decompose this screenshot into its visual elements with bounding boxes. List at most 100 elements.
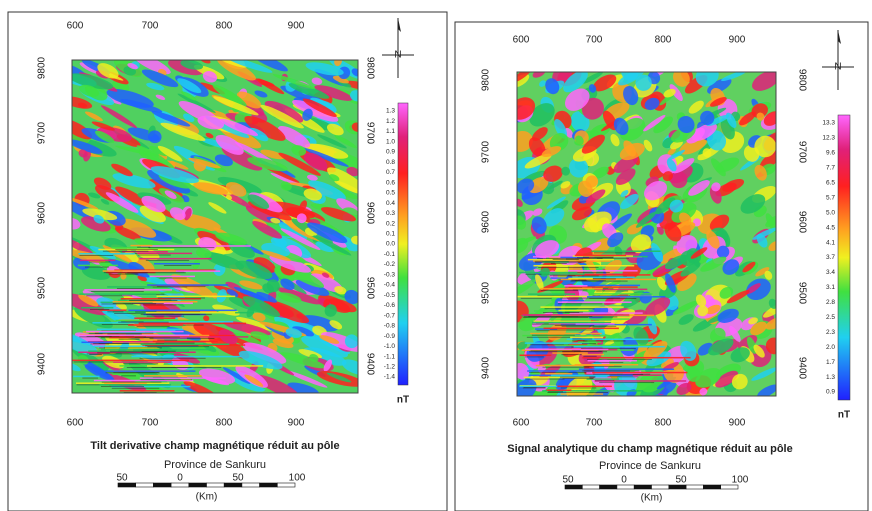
streak <box>596 291 628 292</box>
bottom-tick-label: 700 <box>142 418 159 429</box>
streak <box>112 388 160 389</box>
streak <box>542 367 589 368</box>
right-tick-label: 9600 <box>796 211 807 234</box>
streak <box>158 298 205 299</box>
colorbar-label: 4.1 <box>826 239 835 246</box>
colorbar-label: 7.7 <box>826 165 835 172</box>
streak <box>582 357 690 359</box>
streak <box>568 278 593 280</box>
colorbar-label: -0.2 <box>384 261 396 268</box>
colorbar-label: 0.0 <box>386 241 395 248</box>
streak <box>562 326 617 327</box>
top-tick-label: 700 <box>586 35 603 46</box>
colorbar-label: -0.5 <box>384 292 396 299</box>
colorbar-label: -1.1 <box>384 353 396 360</box>
streak <box>570 281 627 282</box>
scale-label: 50 <box>675 475 687 486</box>
streak <box>147 346 209 347</box>
streak <box>547 389 572 391</box>
streak <box>564 345 653 347</box>
scale-unit: (Km) <box>196 492 218 503</box>
streak <box>140 358 206 359</box>
left-tick-label: 9600 <box>481 210 492 233</box>
colorbar-label: 6.5 <box>826 179 835 186</box>
colorbar-label: -0.1 <box>384 251 396 258</box>
streak <box>582 354 604 356</box>
streak <box>81 342 112 344</box>
map-title: Tilt derivative champ magnétique réduit … <box>90 440 339 452</box>
streak <box>78 334 189 336</box>
streak <box>140 377 226 379</box>
streak <box>595 380 614 381</box>
streak <box>81 307 113 309</box>
streak <box>582 370 639 371</box>
streak <box>147 284 228 286</box>
streak <box>550 275 576 276</box>
streak <box>577 257 613 258</box>
streak <box>123 363 158 364</box>
streak <box>146 314 200 315</box>
streak <box>149 338 214 339</box>
streak <box>520 355 552 357</box>
scale-segment <box>189 483 207 487</box>
streak <box>147 365 263 367</box>
streak <box>583 285 640 287</box>
streak <box>152 367 222 368</box>
colorbar-label: 1.2 <box>386 118 395 125</box>
left-tick-label: 9800 <box>481 68 492 91</box>
streak <box>78 265 118 267</box>
bottom-tick-label: 800 <box>216 418 233 429</box>
streak <box>145 346 198 347</box>
streak <box>107 311 123 312</box>
colorbar-label: 0.8 <box>386 159 395 166</box>
colorbar-label: 0.6 <box>386 179 395 186</box>
streak <box>79 255 113 256</box>
scale-label: 50 <box>562 475 574 486</box>
streak <box>124 395 195 396</box>
streak <box>107 334 142 335</box>
streak <box>101 349 210 351</box>
north-label: N <box>394 50 401 61</box>
streak <box>558 301 632 303</box>
bottom-tick-label: 800 <box>655 418 672 429</box>
left-tick-label: 9400 <box>481 356 492 379</box>
streak <box>549 318 629 320</box>
streak <box>84 289 172 291</box>
streak <box>551 263 567 264</box>
colorbar-label: 2.3 <box>826 329 835 336</box>
colorbar <box>838 115 850 400</box>
streak <box>73 376 99 378</box>
colorbar <box>398 103 408 385</box>
streak <box>120 390 175 392</box>
right-tick-label: 9500 <box>364 277 375 300</box>
streak <box>561 300 584 302</box>
left-tick-label: 9700 <box>37 121 48 144</box>
streak <box>140 305 177 306</box>
streak <box>113 361 171 363</box>
streak <box>85 267 109 268</box>
streak <box>528 293 575 295</box>
streak <box>105 370 195 372</box>
streak <box>521 298 552 299</box>
streak <box>128 310 236 312</box>
streak <box>592 372 687 374</box>
colorbar-label: 1.3 <box>386 108 395 115</box>
streak <box>572 339 592 340</box>
colorbar-label: 0.1 <box>386 230 395 237</box>
streak <box>107 286 153 288</box>
colorbar-label: 4.5 <box>826 224 835 231</box>
right-tick-label: 9600 <box>364 202 375 225</box>
top-tick-label: 900 <box>729 35 746 46</box>
streak <box>568 288 592 290</box>
streak <box>540 306 623 308</box>
streak <box>532 335 575 336</box>
colorbar-label: 1.1 <box>386 128 395 135</box>
streak <box>146 260 189 261</box>
streak <box>519 386 557 388</box>
streak <box>141 245 251 247</box>
colorbar-label: 1.7 <box>826 359 835 366</box>
streak <box>138 255 171 256</box>
colorbar-label: 5.7 <box>826 194 835 201</box>
bottom-tick-label: 600 <box>67 418 84 429</box>
streak <box>537 330 550 331</box>
